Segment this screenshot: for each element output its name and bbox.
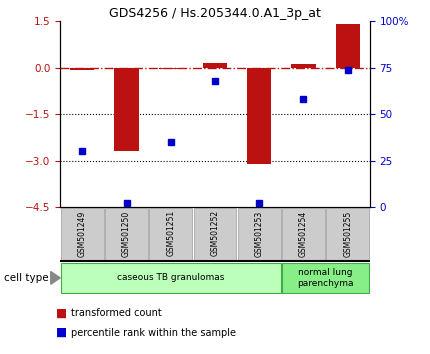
Text: GSM501251: GSM501251 [166, 210, 175, 257]
Bar [282, 263, 369, 293]
Text: GSM501255: GSM501255 [343, 210, 352, 257]
Bar [159, 68, 183, 69]
Title: GDS4256 / Hs.205344.0.A1_3p_at: GDS4256 / Hs.205344.0.A1_3p_at [109, 7, 321, 20]
Text: GSM501249: GSM501249 [78, 210, 87, 257]
Bar [149, 208, 192, 261]
Bar [105, 208, 148, 261]
Bar [335, 24, 360, 68]
Bar [282, 208, 325, 261]
Text: GSM501253: GSM501253 [255, 210, 264, 257]
Text: cell type: cell type [4, 273, 49, 283]
Text: caseous TB granulomas: caseous TB granulomas [117, 273, 224, 282]
Bar [61, 208, 104, 261]
Polygon shape [51, 272, 60, 284]
Bar [238, 208, 281, 261]
Bar [247, 68, 271, 164]
Text: GSM501254: GSM501254 [299, 210, 308, 257]
Text: transformed count: transformed count [71, 308, 162, 318]
Bar [70, 68, 95, 70]
Bar [194, 208, 236, 261]
Bar [326, 208, 369, 261]
Bar [203, 63, 227, 68]
Bar [61, 263, 281, 293]
Text: normal lung
parenchyma: normal lung parenchyma [297, 268, 354, 287]
Bar [114, 68, 139, 152]
Text: percentile rank within the sample: percentile rank within the sample [71, 328, 236, 338]
Text: ■: ■ [56, 307, 67, 320]
Text: GSM501252: GSM501252 [211, 210, 219, 257]
Text: ■: ■ [56, 326, 67, 339]
Text: GSM501250: GSM501250 [122, 210, 131, 257]
Bar [291, 64, 316, 68]
